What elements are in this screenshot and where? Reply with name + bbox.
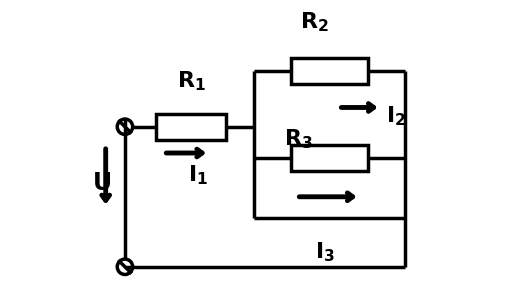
Text: $\mathbf{I_1}$: $\mathbf{I_1}$ [188, 164, 209, 187]
Text: $\mathbf{R_1}$: $\mathbf{R_1}$ [177, 70, 206, 94]
Text: $\mathbf{R_3}$: $\mathbf{R_3}$ [285, 127, 313, 151]
Text: $\mathbf{R_2}$: $\mathbf{R_2}$ [300, 10, 328, 34]
Text: $\mathbf{U}$: $\mathbf{U}$ [92, 171, 111, 195]
Text: $\mathbf{I_3}$: $\mathbf{I_3}$ [314, 240, 335, 264]
Bar [291, 58, 368, 84]
Text: $\mathbf{I_2}$: $\mathbf{I_2}$ [386, 104, 406, 128]
Bar [291, 145, 368, 171]
Bar [156, 114, 226, 140]
